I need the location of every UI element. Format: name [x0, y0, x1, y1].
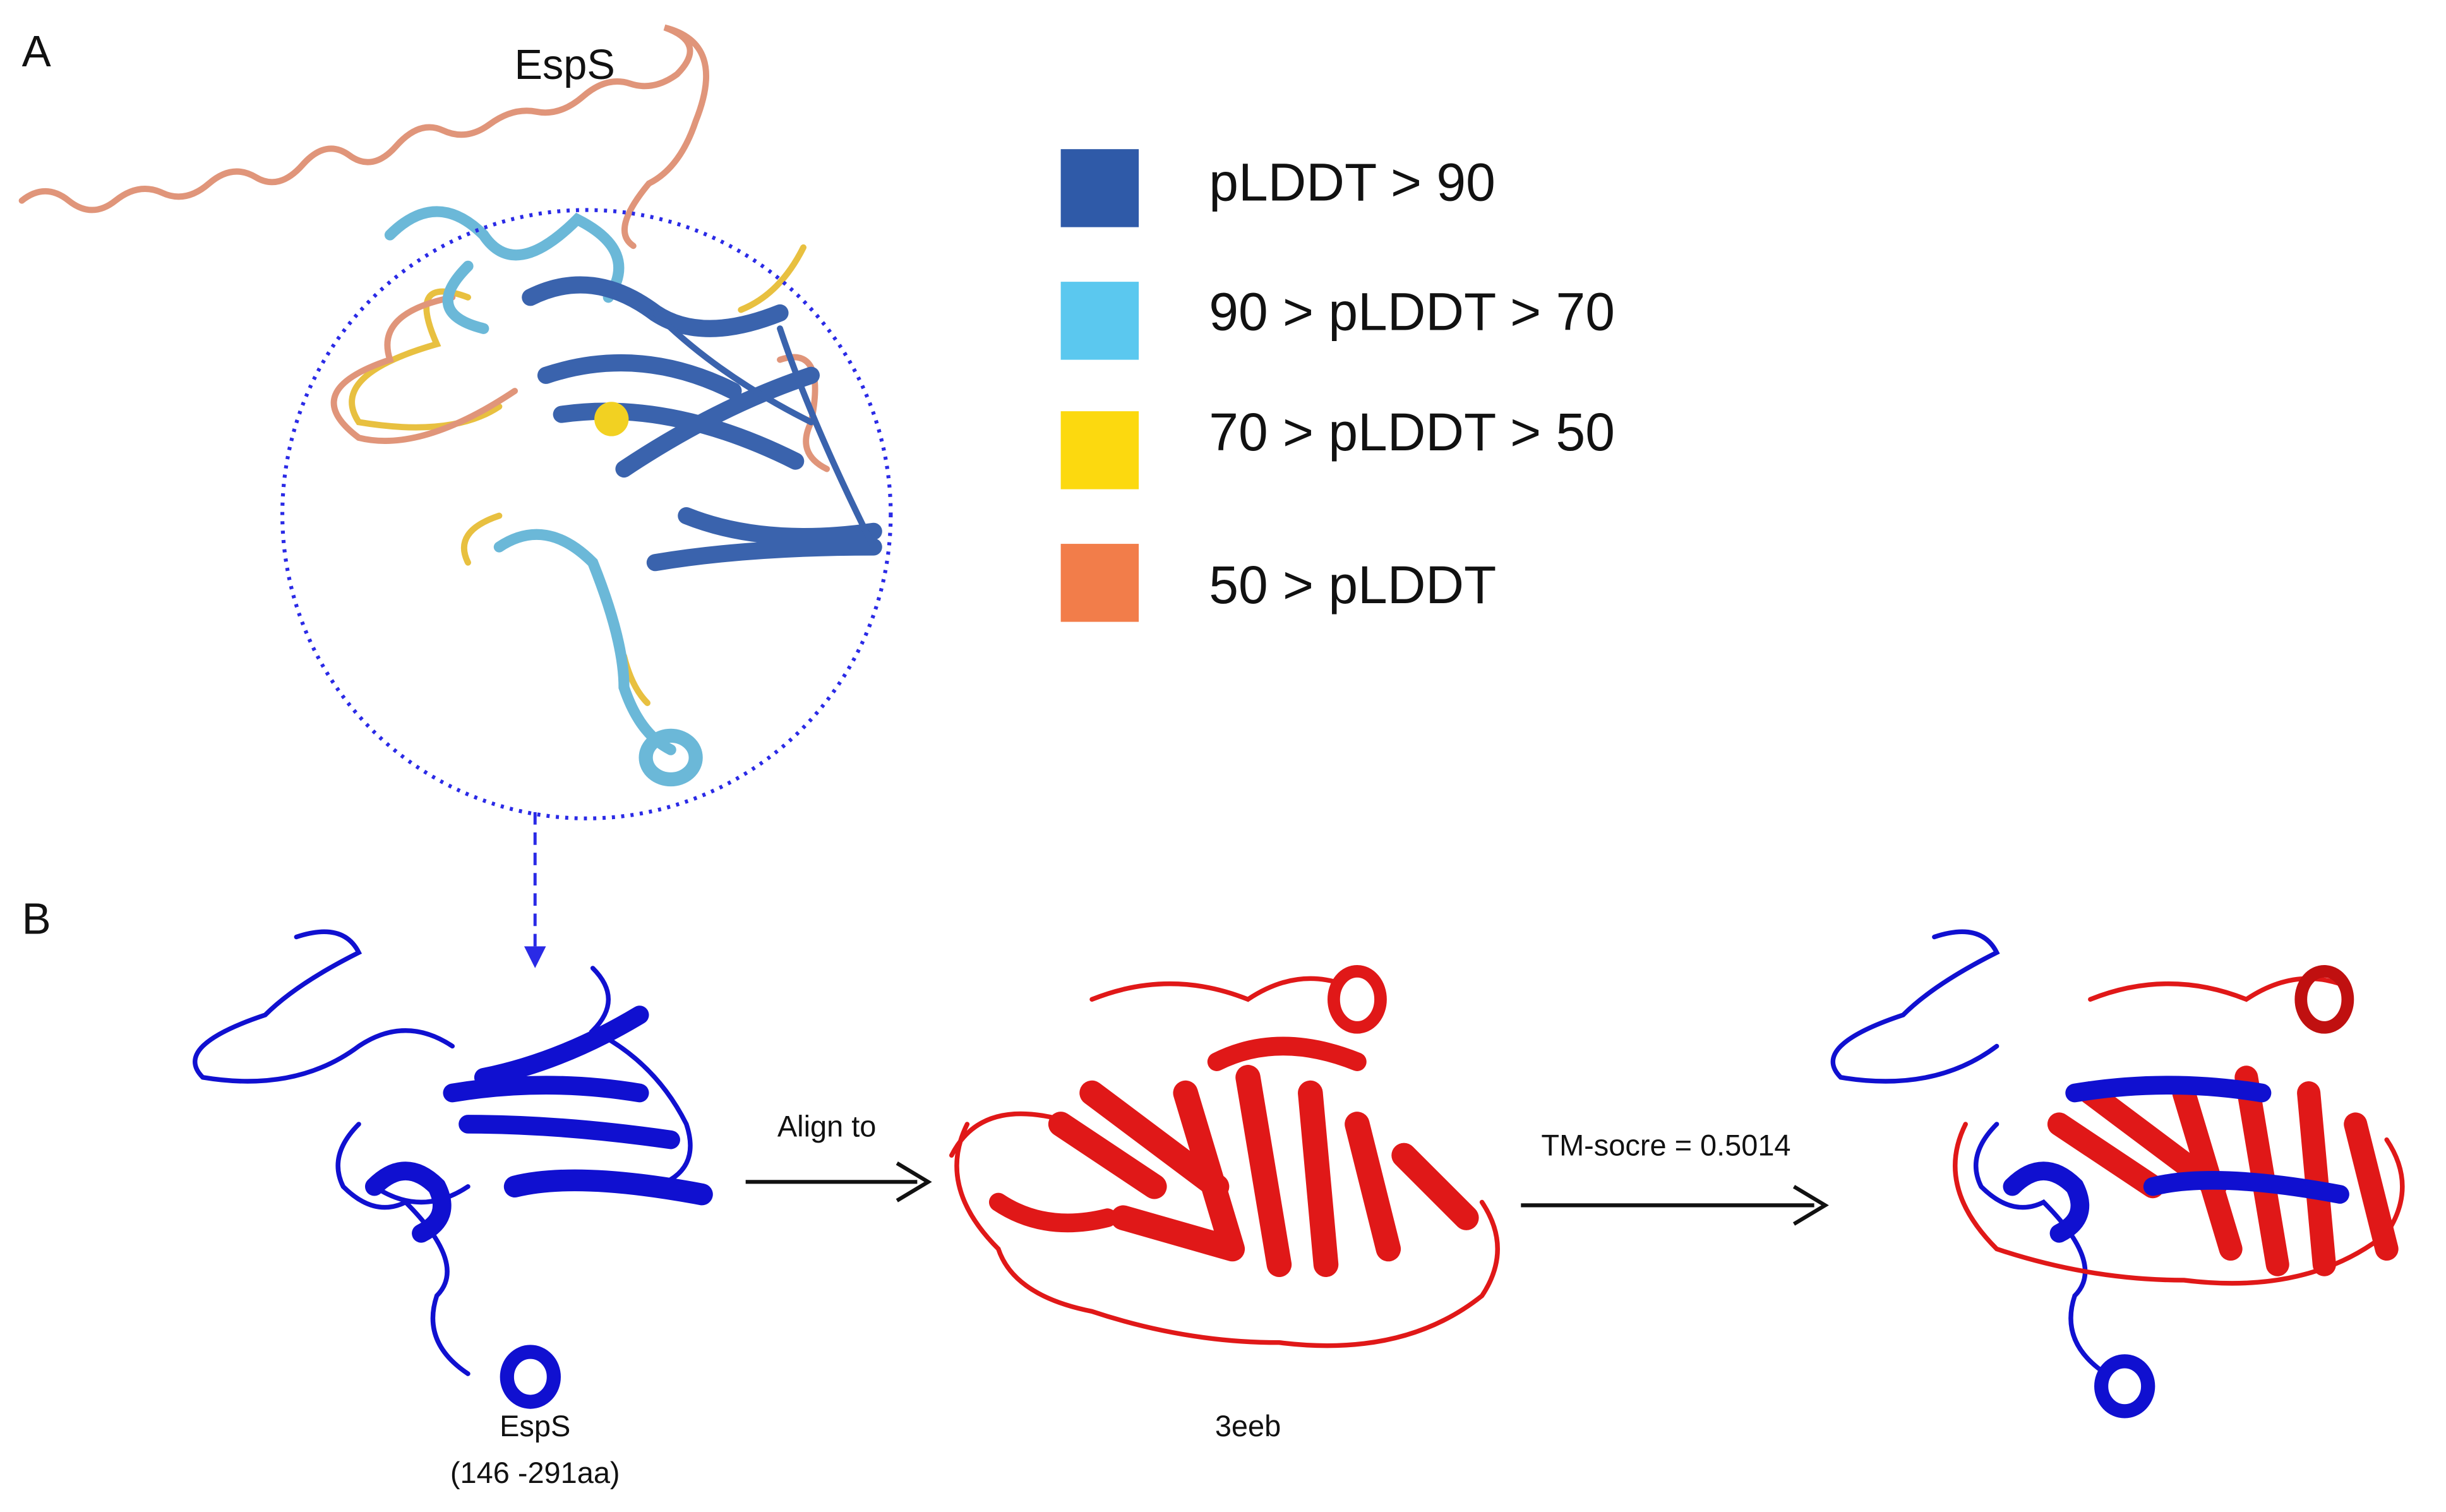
esps-structure — [193, 929, 713, 1409]
panel-label: A — [22, 27, 51, 76]
legend-label: 50 > pLDDT — [1209, 555, 1496, 615]
arrow-head — [1792, 1185, 1829, 1226]
legend-swatch — [1060, 282, 1139, 360]
legend-swatch — [1060, 411, 1139, 489]
structure-label: 3eeb — [1215, 1410, 1281, 1443]
3eeb-structure — [949, 964, 1500, 1348]
legend-swatch — [1060, 149, 1139, 227]
structure-label: EspS — [500, 1410, 570, 1443]
alphafold-structure — [18, 24, 882, 787]
legend-label: 90 > pLDDT > 70 — [1209, 282, 1615, 342]
structure-range: (146 -291aa) — [450, 1456, 620, 1489]
superposition-structure — [1830, 929, 2405, 1419]
selection-circle — [280, 208, 893, 820]
arrow-head — [896, 1161, 932, 1203]
arrow-label: TM-socre = 0.5014 — [1541, 1129, 1790, 1161]
legend: pLDDT > 90 90 > pLDDT > 70 70 > pLDDT > … — [1060, 149, 1615, 622]
legend-swatch — [1060, 544, 1139, 622]
structure-title: EspS — [514, 42, 614, 88]
panel-label: B — [22, 894, 51, 944]
legend-label: pLDDT > 90 — [1209, 153, 1496, 212]
arrow-label: Align to — [777, 1110, 877, 1143]
legend-label: 70 > pLDDT > 50 — [1209, 402, 1615, 462]
arrow-head — [524, 946, 546, 968]
